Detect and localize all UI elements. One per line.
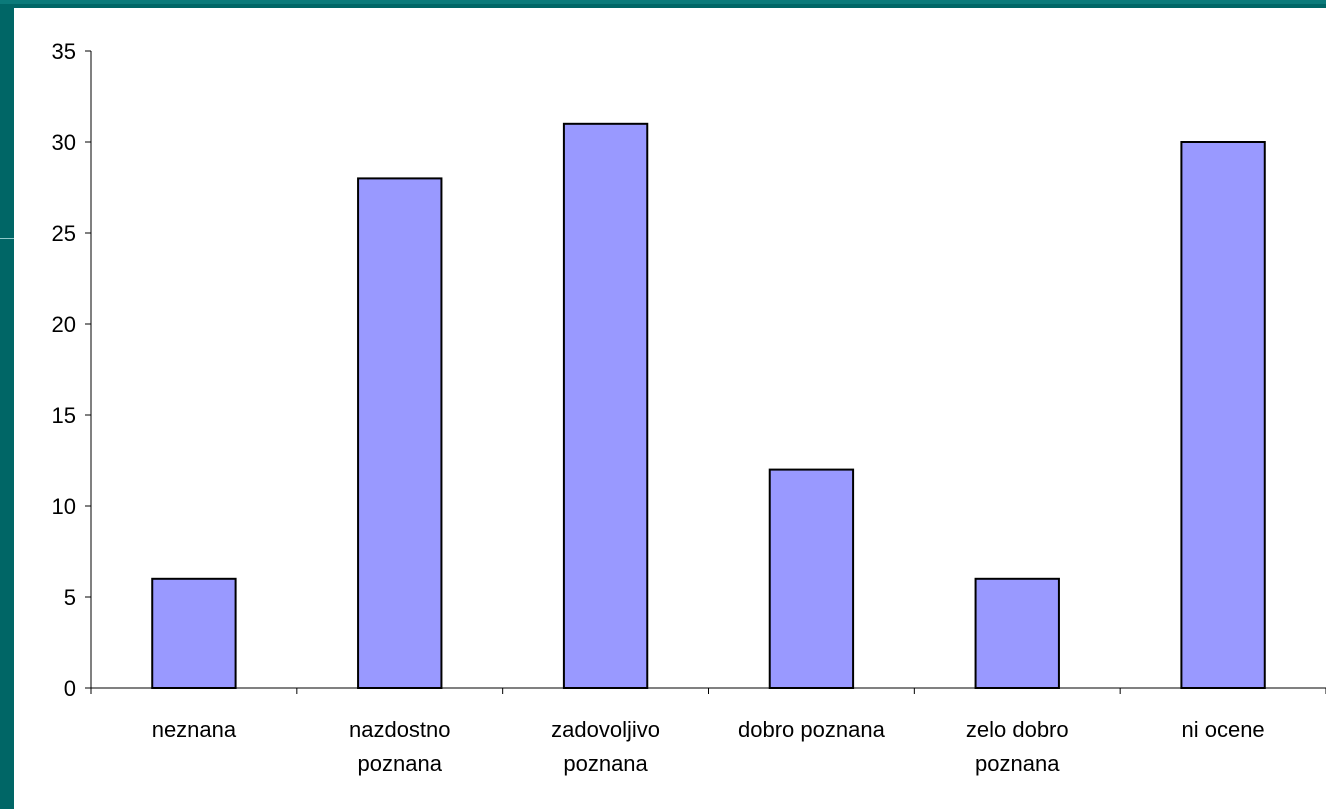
bar <box>151 577 237 689</box>
chart-area: 0 5 10 15 20 25 30 35 neznana nazdostno poznana zad… <box>14 8 1326 809</box>
y-tick-label: 20 <box>52 312 76 337</box>
x-category-label: dobro poznana <box>738 717 886 742</box>
bar <box>357 177 443 689</box>
bar <box>562 122 649 690</box>
bar-chart: 0 5 10 15 20 25 30 35 neznana nazdostno poznana zad… <box>52 39 1326 776</box>
y-tick-label: 35 <box>52 39 76 64</box>
y-tick-label: 25 <box>52 221 76 246</box>
y-tick-label: 10 <box>52 494 76 519</box>
slide-left-accent <box>0 238 14 239</box>
y-tick-label: 15 <box>52 403 76 428</box>
y-tick-label: 0 <box>64 676 76 701</box>
x-category-label: nazdostno <box>349 717 451 742</box>
x-category-label: zelo dobro <box>966 717 1069 742</box>
bar <box>768 468 855 689</box>
y-tick-label: 30 <box>52 130 76 155</box>
x-category-label: poznana <box>563 751 648 776</box>
y-tick-label: 5 <box>64 585 76 610</box>
x-category-label: poznana <box>975 751 1060 776</box>
x-category-label: zadovoljivo <box>551 717 660 742</box>
bar <box>1180 141 1266 689</box>
x-category-label: ni ocene <box>1181 717 1264 742</box>
x-category-label: poznana <box>358 751 443 776</box>
bar <box>974 577 1060 689</box>
slide-top-accent <box>0 0 1326 4</box>
x-category-label: neznana <box>152 717 237 742</box>
